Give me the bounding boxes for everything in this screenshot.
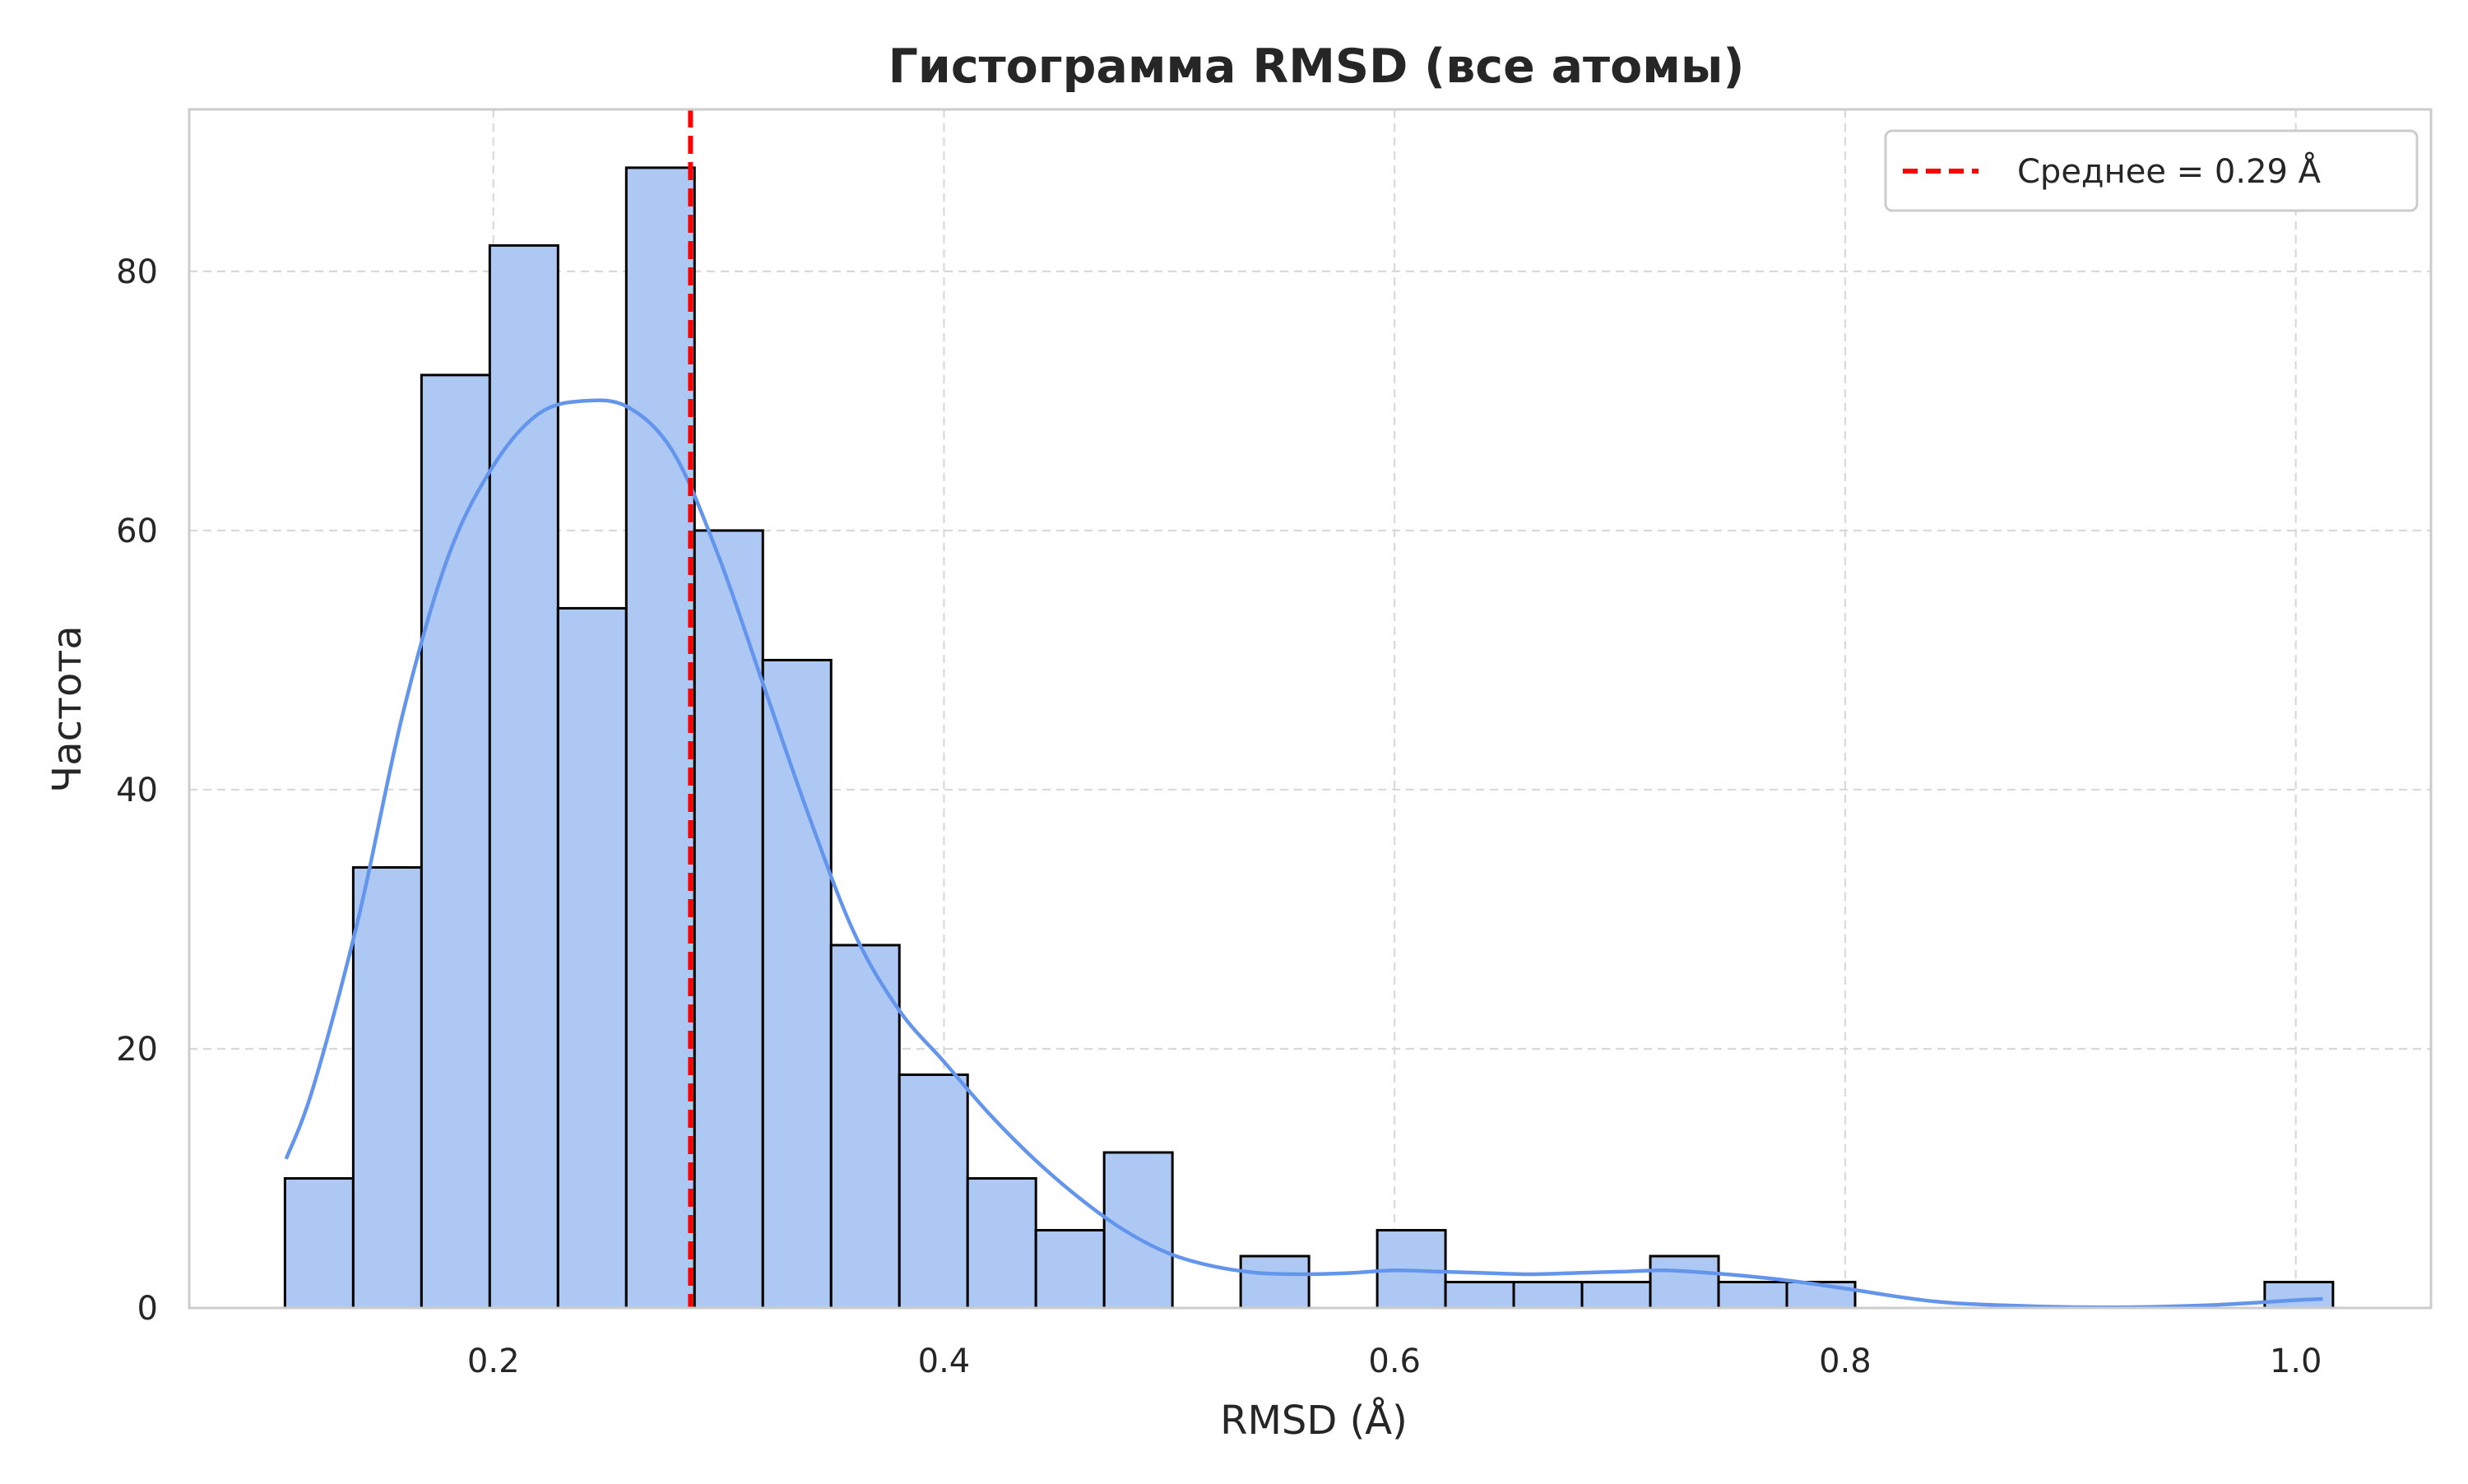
chart-title: Гистограмма RMSD (все атомы) xyxy=(888,39,1745,94)
kde-curve xyxy=(284,398,2323,1310)
x-tick-label: 0.4 xyxy=(918,1343,971,1380)
histogram-bar xyxy=(898,1073,969,1310)
histogram-bar xyxy=(1239,1254,1311,1310)
y-axis-label: Частота xyxy=(44,625,90,792)
histogram-bar xyxy=(624,166,696,1310)
y-ticks: 0 20 40 60 80 xyxy=(116,253,158,1328)
x-axis-label: RMSD (Å) xyxy=(1220,1397,1408,1444)
histogram-bar xyxy=(1512,1280,1584,1310)
x-tick-label: 0.8 xyxy=(1819,1343,1872,1380)
histogram-bar xyxy=(420,373,491,1310)
histogram-bar xyxy=(556,606,628,1310)
x-ticks: 0.2 0.4 0.6 0.8 1.0 xyxy=(467,1343,2322,1380)
y-tick-label: 20 xyxy=(116,1031,158,1069)
y-tick-label: 40 xyxy=(116,772,158,809)
histogram-bar xyxy=(761,658,833,1310)
x-tick-label: 0.6 xyxy=(1368,1343,1421,1380)
legend-mean-label: Среднее = 0.29 Å xyxy=(2017,151,2322,191)
plot-frame xyxy=(188,108,2433,1310)
histogram-bar xyxy=(1717,1280,1788,1310)
y-tick-label: 60 xyxy=(116,512,158,550)
x-tick-label: 0.2 xyxy=(467,1343,520,1380)
histogram-bar xyxy=(283,1176,355,1310)
legend: Среднее = 0.29 Å xyxy=(1884,129,2419,212)
histogram-bar xyxy=(351,865,423,1310)
legend-box xyxy=(1884,129,2419,212)
kde-curve-group xyxy=(284,398,2323,1310)
histogram-bar xyxy=(1580,1280,1652,1310)
y-tick-label: 0 xyxy=(137,1290,158,1328)
x-tick-label: 1.0 xyxy=(2270,1343,2322,1380)
histogram-bar xyxy=(2263,1280,2335,1310)
histogram-bar xyxy=(829,944,901,1310)
histogram-bar xyxy=(488,243,559,1310)
histogram-bars xyxy=(283,166,2335,1310)
y-tick-label: 80 xyxy=(116,253,158,291)
histogram-bar xyxy=(1444,1280,1515,1310)
histogram-bar xyxy=(1649,1254,1720,1310)
histogram-bar xyxy=(1102,1151,1174,1310)
histogram-bar xyxy=(1034,1228,1106,1310)
histogram-bar xyxy=(966,1176,1037,1310)
histogram-bar xyxy=(693,529,764,1310)
